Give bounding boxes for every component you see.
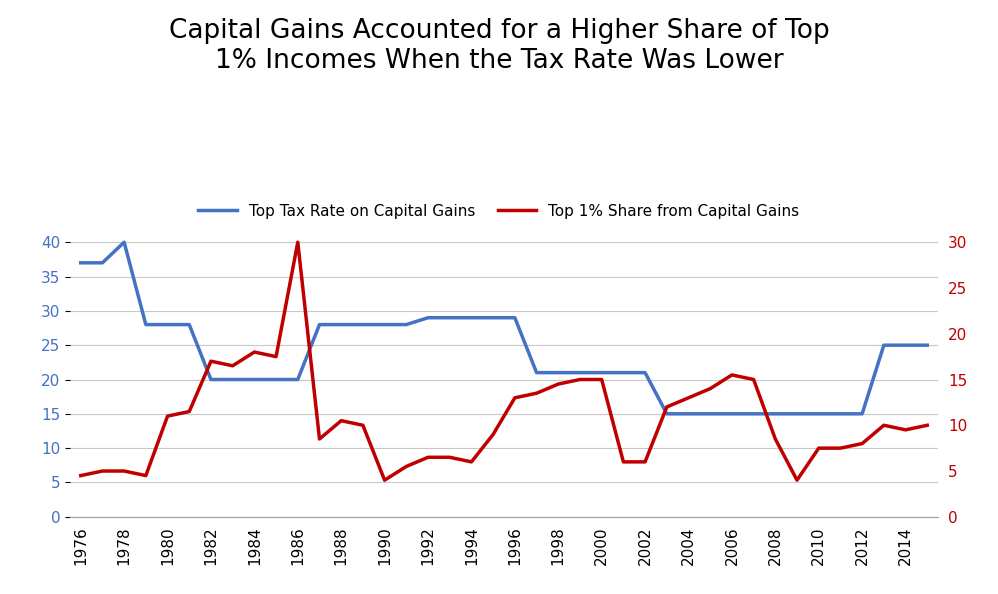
Top Tax Rate on Capital Gains: [184, 321, 196, 328]
Top Tax Rate on Capital Gains: [574, 369, 586, 376]
Line: Top Tax Rate on Capital Gains: Top Tax Rate on Capital Gains: [81, 242, 927, 414]
Top 1% Share from Capital Gains: [313, 435, 325, 443]
Top Tax Rate on Capital Gains: [422, 314, 434, 321]
Top 1% Share from Capital Gains: [184, 408, 196, 415]
Text: Capital Gains Accounted for a Higher Share of Top
1% Incomes When the Tax Rate W: Capital Gains Accounted for a Higher Sha…: [169, 18, 829, 74]
Legend: Top Tax Rate on Capital Gains, Top 1% Share from Capital Gains: Top Tax Rate on Capital Gains, Top 1% Sh…: [193, 198, 805, 225]
Top Tax Rate on Capital Gains: [748, 410, 759, 418]
Top Tax Rate on Capital Gains: [487, 314, 499, 321]
Top Tax Rate on Capital Gains: [552, 369, 564, 376]
Top 1% Share from Capital Gains: [227, 362, 239, 369]
Top Tax Rate on Capital Gains: [357, 321, 369, 328]
Top 1% Share from Capital Gains: [97, 467, 109, 475]
Top Tax Rate on Capital Gains: [291, 376, 303, 383]
Top 1% Share from Capital Gains: [509, 394, 521, 402]
Top Tax Rate on Capital Gains: [227, 376, 239, 383]
Top 1% Share from Capital Gains: [878, 422, 890, 429]
Top Tax Rate on Capital Gains: [205, 376, 217, 383]
Top 1% Share from Capital Gains: [487, 431, 499, 438]
Top 1% Share from Capital Gains: [705, 385, 717, 392]
Top Tax Rate on Capital Gains: [378, 321, 390, 328]
Top 1% Share from Capital Gains: [118, 467, 130, 475]
Top 1% Share from Capital Gains: [552, 381, 564, 388]
Top Tax Rate on Capital Gains: [531, 369, 543, 376]
Top 1% Share from Capital Gains: [812, 444, 824, 451]
Top 1% Share from Capital Gains: [205, 358, 217, 365]
Top Tax Rate on Capital Gains: [726, 410, 738, 418]
Top Tax Rate on Capital Gains: [465, 314, 477, 321]
Top 1% Share from Capital Gains: [531, 390, 543, 397]
Top Tax Rate on Capital Gains: [834, 410, 846, 418]
Top 1% Share from Capital Gains: [618, 459, 630, 466]
Top 1% Share from Capital Gains: [357, 422, 369, 429]
Top Tax Rate on Capital Gains: [856, 410, 868, 418]
Top Tax Rate on Capital Gains: [812, 410, 824, 418]
Top 1% Share from Capital Gains: [899, 426, 911, 434]
Top Tax Rate on Capital Gains: [791, 410, 803, 418]
Top 1% Share from Capital Gains: [444, 454, 456, 461]
Top 1% Share from Capital Gains: [75, 472, 87, 479]
Top 1% Share from Capital Gains: [639, 459, 651, 466]
Top Tax Rate on Capital Gains: [75, 259, 87, 266]
Top 1% Share from Capital Gains: [162, 413, 174, 420]
Top 1% Share from Capital Gains: [748, 376, 759, 383]
Top Tax Rate on Capital Gains: [921, 342, 933, 349]
Top Tax Rate on Capital Gains: [400, 321, 412, 328]
Top Tax Rate on Capital Gains: [313, 321, 325, 328]
Top Tax Rate on Capital Gains: [596, 369, 608, 376]
Top Tax Rate on Capital Gains: [118, 239, 130, 246]
Top 1% Share from Capital Gains: [465, 459, 477, 466]
Top 1% Share from Capital Gains: [834, 444, 846, 451]
Top 1% Share from Capital Gains: [140, 472, 152, 479]
Top Tax Rate on Capital Gains: [444, 314, 456, 321]
Top Tax Rate on Capital Gains: [97, 259, 109, 266]
Top 1% Share from Capital Gains: [270, 353, 282, 360]
Top 1% Share from Capital Gains: [574, 376, 586, 383]
Top 1% Share from Capital Gains: [335, 417, 347, 424]
Top 1% Share from Capital Gains: [422, 454, 434, 461]
Top Tax Rate on Capital Gains: [618, 369, 630, 376]
Top 1% Share from Capital Gains: [683, 394, 695, 402]
Top Tax Rate on Capital Gains: [509, 314, 521, 321]
Top 1% Share from Capital Gains: [726, 371, 738, 378]
Top 1% Share from Capital Gains: [596, 376, 608, 383]
Top 1% Share from Capital Gains: [291, 239, 303, 246]
Top 1% Share from Capital Gains: [400, 463, 412, 470]
Top 1% Share from Capital Gains: [769, 435, 781, 443]
Top Tax Rate on Capital Gains: [639, 369, 651, 376]
Top Tax Rate on Capital Gains: [140, 321, 152, 328]
Top Tax Rate on Capital Gains: [683, 410, 695, 418]
Top 1% Share from Capital Gains: [661, 403, 673, 410]
Top Tax Rate on Capital Gains: [335, 321, 347, 328]
Top 1% Share from Capital Gains: [791, 476, 803, 484]
Top Tax Rate on Capital Gains: [249, 376, 260, 383]
Line: Top 1% Share from Capital Gains: Top 1% Share from Capital Gains: [81, 242, 927, 480]
Top 1% Share from Capital Gains: [921, 422, 933, 429]
Top Tax Rate on Capital Gains: [270, 376, 282, 383]
Top Tax Rate on Capital Gains: [661, 410, 673, 418]
Top Tax Rate on Capital Gains: [878, 342, 890, 349]
Top Tax Rate on Capital Gains: [899, 342, 911, 349]
Top Tax Rate on Capital Gains: [769, 410, 781, 418]
Top Tax Rate on Capital Gains: [705, 410, 717, 418]
Top Tax Rate on Capital Gains: [162, 321, 174, 328]
Top 1% Share from Capital Gains: [249, 349, 260, 356]
Top 1% Share from Capital Gains: [378, 476, 390, 484]
Top 1% Share from Capital Gains: [856, 440, 868, 447]
